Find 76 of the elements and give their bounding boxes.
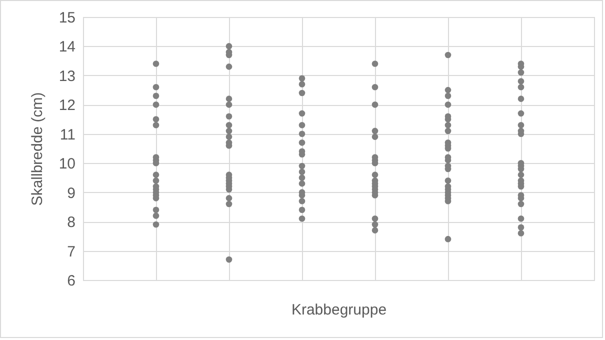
point <box>518 224 524 231</box>
point <box>226 102 232 108</box>
point <box>298 90 306 96</box>
point <box>518 215 524 222</box>
point <box>518 69 524 76</box>
point <box>152 92 160 100</box>
point <box>298 130 306 138</box>
point <box>444 52 452 58</box>
point <box>518 96 524 102</box>
point <box>372 227 378 234</box>
point <box>226 122 232 128</box>
point <box>298 110 306 117</box>
y-tick-label: 14 <box>58 38 76 56</box>
point <box>226 195 232 202</box>
point <box>298 198 306 204</box>
y-tick-label: 15 <box>58 10 76 26</box>
y-tick-label: 9 <box>67 184 76 202</box>
point <box>518 172 524 178</box>
point <box>152 122 160 128</box>
point <box>518 122 524 128</box>
point <box>298 215 306 222</box>
point <box>152 221 160 228</box>
y-tick-label: 7 <box>67 243 76 260</box>
point <box>298 81 306 88</box>
point <box>372 102 378 108</box>
point <box>372 128 378 134</box>
point <box>226 113 232 120</box>
point <box>444 102 452 108</box>
point <box>152 212 160 219</box>
point <box>226 96 232 102</box>
point <box>226 128 232 134</box>
point <box>298 140 306 146</box>
y-tick-label: 8 <box>67 214 76 232</box>
point <box>518 200 524 208</box>
point <box>444 122 452 128</box>
point <box>372 215 378 222</box>
point <box>372 172 378 178</box>
y-axis-title: Skallbredde (cm) <box>28 92 46 206</box>
point <box>372 134 378 140</box>
point <box>226 256 232 263</box>
point <box>372 84 378 90</box>
point <box>152 206 160 214</box>
y-tick-label: 12 <box>58 97 76 114</box>
point <box>298 174 306 181</box>
y-tick-label: 11 <box>60 126 76 144</box>
point <box>444 86 452 94</box>
point <box>444 177 452 184</box>
point <box>298 206 306 214</box>
point <box>298 180 306 187</box>
y-tick-label: 6 <box>67 272 76 290</box>
point <box>518 78 524 84</box>
point <box>298 75 306 82</box>
y-tick-label: 13 <box>58 68 76 85</box>
point <box>152 116 160 122</box>
point <box>444 92 452 100</box>
point <box>298 168 306 176</box>
point <box>152 172 160 178</box>
point <box>444 128 452 134</box>
point <box>226 134 232 140</box>
point <box>152 177 160 184</box>
point <box>226 64 232 70</box>
point <box>152 60 160 67</box>
point <box>152 102 160 108</box>
point <box>518 110 524 117</box>
point <box>444 236 452 242</box>
point <box>518 230 524 236</box>
x-axis-title: Krabbegruppe <box>291 302 387 318</box>
point <box>226 43 232 50</box>
point <box>152 84 160 90</box>
point <box>372 221 378 228</box>
point <box>298 122 306 128</box>
point <box>372 60 378 67</box>
point <box>226 200 232 208</box>
point <box>518 84 524 90</box>
point <box>298 162 306 170</box>
y-tick-label: 10 <box>58 156 76 173</box>
